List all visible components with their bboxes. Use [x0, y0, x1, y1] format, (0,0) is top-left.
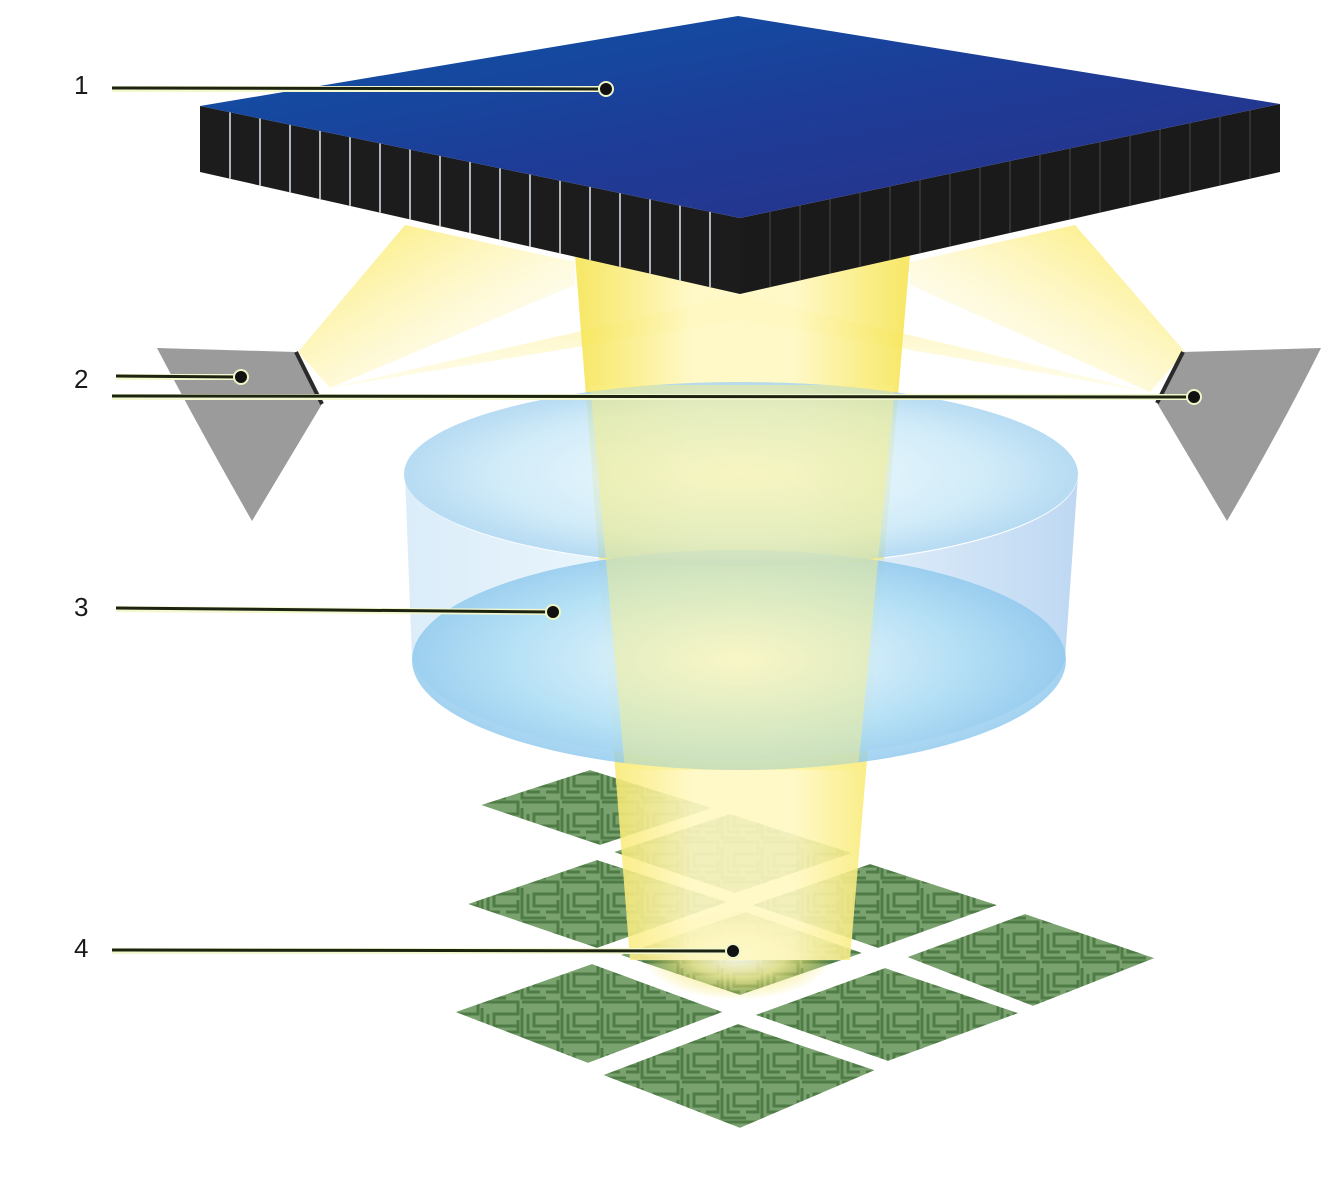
callout-2: 2 — [74, 364, 1202, 405]
leader-dot-2b — [1186, 389, 1202, 405]
leader-dot-3 — [545, 604, 561, 620]
callout-number-1: 1 — [74, 70, 88, 100]
plate-stripes-left — [229, 112, 711, 288]
callout-number-3: 3 — [74, 592, 88, 622]
leader-line-3 — [115, 606, 553, 614]
callout-4: 4 — [74, 933, 741, 963]
lens-bottom-face — [412, 550, 1066, 770]
callout-number-2: 2 — [74, 364, 88, 394]
plate-top-face — [200, 16, 1280, 218]
lens-top-face — [404, 382, 1078, 566]
lens — [404, 382, 1078, 770]
leader-dot-4 — [725, 943, 741, 959]
maze-pattern-tile-icon — [744, 963, 1031, 1066]
leader-dot-1 — [598, 81, 614, 97]
mirror-right — [1157, 348, 1321, 521]
callout-1: 1 — [74, 70, 614, 100]
leader-line-2a — [115, 374, 241, 379]
light-source-plate — [200, 16, 1280, 294]
mirror-left — [157, 348, 322, 521]
leader-dot-2a — [233, 369, 249, 385]
maze-pattern-tile-icon — [592, 1019, 886, 1133]
maze-pattern-tile-icon — [896, 909, 1166, 1011]
beam-left-outer — [298, 225, 575, 388]
leader-line-1 — [111, 86, 606, 91]
maze-pattern-tile-icon — [444, 959, 734, 1068]
leader-line-2b — [111, 394, 1194, 399]
leader-line-4 — [111, 948, 733, 953]
plate-stripes-right — [769, 110, 1251, 288]
beam-right-outer — [910, 225, 1185, 392]
beam-through-lens — [590, 385, 895, 770]
callout-3: 3 — [74, 592, 561, 622]
callout-number-4: 4 — [74, 933, 88, 963]
